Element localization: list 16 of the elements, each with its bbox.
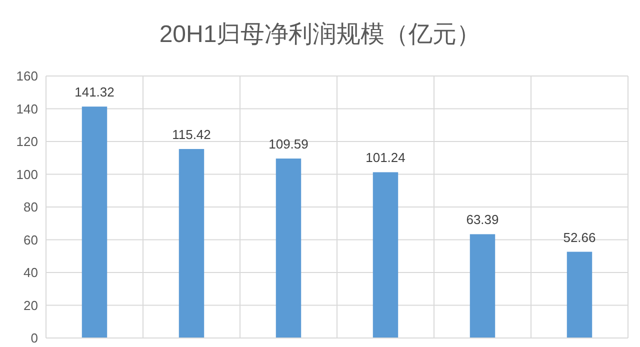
y-tick-label: 60 — [24, 232, 38, 248]
data-label: 115.42 — [172, 127, 211, 142]
y-tick-label: 40 — [24, 265, 38, 280]
y-tick-label: 160 — [16, 68, 38, 84]
title: 20H1归母净利润规模（亿元） — [159, 21, 481, 48]
y-tick-label: 0 — [30, 330, 38, 346]
data-label: 63.39 — [466, 212, 499, 228]
data-label: 141.32 — [74, 84, 114, 100]
y-tick-label: 120 — [16, 134, 38, 149]
y-tick-label: 140 — [16, 101, 38, 116]
data-label: 109.59 — [268, 136, 308, 152]
data-label: 101.24 — [366, 150, 406, 166]
data-label: 52.66 — [563, 230, 596, 245]
y-tick-label: 100 — [16, 166, 38, 182]
y-tick-label: 80 — [24, 200, 38, 214]
y-tick-label: 20 — [24, 298, 38, 313]
